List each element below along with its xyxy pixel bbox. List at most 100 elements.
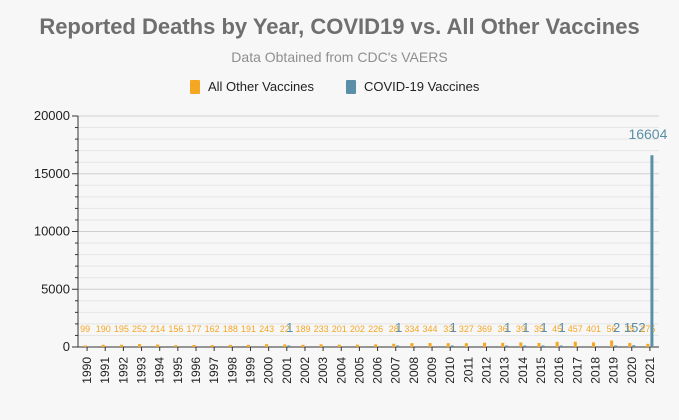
bar-other-vaccines [446,343,450,347]
bar-other-vaccines [192,344,196,347]
data-label-other: 35 [625,324,635,334]
bar-covid-vaccines [396,345,400,347]
data-label-other: 22 [280,324,290,334]
x-tick-label: 1997 [207,357,221,384]
x-tick-label: 2013 [498,357,512,384]
bar-covid-vaccines [450,345,454,347]
data-label-other: 243 [259,324,274,334]
bar-covid-vaccines [614,345,618,347]
x-tick-label: 2019 [607,357,621,384]
x-tick-label: 2011 [461,357,475,383]
x-tick-label: 2020 [625,357,639,384]
bar-other-vaccines [537,342,541,347]
data-label-other: 457 [568,324,583,334]
x-tick-label: 1999 [243,357,257,384]
bar-other-vaccines [228,344,232,347]
bar-other-vaccines [392,343,396,347]
data-label-other: 56 [607,324,617,334]
x-tick-label: 2003 [316,357,330,384]
bar-covid-vaccines [523,345,527,347]
x-tick-label: 2012 [480,357,494,384]
bar-other-vaccines [83,345,87,347]
bar-covid-vaccines [559,345,563,347]
y-tick-label: 5000 [41,281,70,296]
data-label-other: 401 [586,324,601,334]
data-label-other: 177 [187,324,202,334]
data-label-other: 162 [205,324,220,334]
bar-other-vaccines [464,343,468,347]
data-label-covid: 16604 [628,126,667,142]
data-label-other: 45 [552,324,562,334]
bar-other-vaccines [210,345,214,347]
bar-other-vaccines [174,345,178,347]
x-tick-label: 2015 [534,357,548,384]
data-label-other: 226 [368,324,383,334]
bar-other-vaccines [283,344,287,347]
data-label-other: 188 [223,324,238,334]
x-tick-label: 2017 [570,357,584,384]
data-label-other: 35 [534,324,544,334]
bar-other-vaccines [501,342,505,347]
bar-other-vaccines [374,344,378,347]
data-label-other: 190 [96,324,111,334]
x-tick-label: 2016 [552,357,566,384]
x-tick-label: 2004 [334,357,348,384]
data-label-covid: 1 [395,320,402,335]
data-label-other: 275 [640,324,655,334]
data-label-covid: 2 [613,320,620,335]
data-label-other: 327 [459,324,474,334]
legend-label-other: All Other Vaccines [208,79,314,94]
bar-other-vaccines [156,344,160,347]
bar-other-vaccines [319,344,323,347]
data-label-other: 156 [168,324,183,334]
data-label-covid: 1 [450,320,457,335]
bar-other-vaccines [519,342,523,347]
bar-covid-vaccines [505,345,509,347]
data-label-other: 252 [132,324,147,334]
data-label-other: 39 [516,324,526,334]
x-tick-label: 2018 [588,357,602,384]
bar-other-vaccines [410,343,414,347]
data-label-covid: 1 [559,320,566,335]
bar-covid-vaccines [541,345,545,347]
bar-other-vaccines [265,344,269,347]
y-tick-label: 10000 [34,224,70,239]
bar-other-vaccines [591,342,595,347]
x-tick-label: 2005 [352,357,366,384]
x-tick-label: 1993 [135,357,149,384]
chart-subtitle: Data Obtained from CDC's VAERS [231,49,448,65]
bar-other-vaccines [138,344,142,347]
data-label-other: 36 [498,324,508,334]
x-tick-label: 2007 [389,357,403,384]
data-label-other: 28 [389,324,399,334]
x-tick-label: 2006 [371,357,385,384]
y-tick-label: 20000 [34,108,70,123]
bar-other-vaccines [483,342,487,347]
data-label-other: 202 [350,324,365,334]
bar-other-vaccines [573,341,577,347]
x-tick-label: 1996 [189,357,203,384]
data-label-other: 189 [295,324,310,334]
data-label-covid: 152 [624,320,646,335]
bar-other-vaccines [555,341,559,347]
legend-item-covid-vaccines[interactable]: COVID-19 Vaccines [346,79,479,94]
data-label-other: 195 [114,324,129,334]
x-tick-label: 2000 [262,357,276,384]
data-label-covid: 1 [522,320,529,335]
bar-other-vaccines [119,344,123,347]
legend-swatch-covid [346,79,356,94]
x-tick-label: 2009 [425,357,439,384]
y-tick-label: 15000 [34,166,70,181]
bar-other-vaccines [355,344,359,347]
legend-item-other-vaccines[interactable]: All Other Vaccines [190,79,314,94]
chart-title: Reported Deaths by Year, COVID19 vs. All… [39,14,640,39]
x-tick-label: 2008 [407,357,421,384]
bar-other-vaccines [301,344,305,347]
x-tick-label: 1995 [171,357,185,384]
legend-label-covid: COVID-19 Vaccines [364,79,480,94]
data-label-covid: 1 [286,320,293,335]
data-label-other: 369 [477,324,492,334]
bar-covid-vaccines [650,155,654,347]
legend-swatch-other [190,79,200,94]
x-tick-label: 2014 [516,357,530,384]
